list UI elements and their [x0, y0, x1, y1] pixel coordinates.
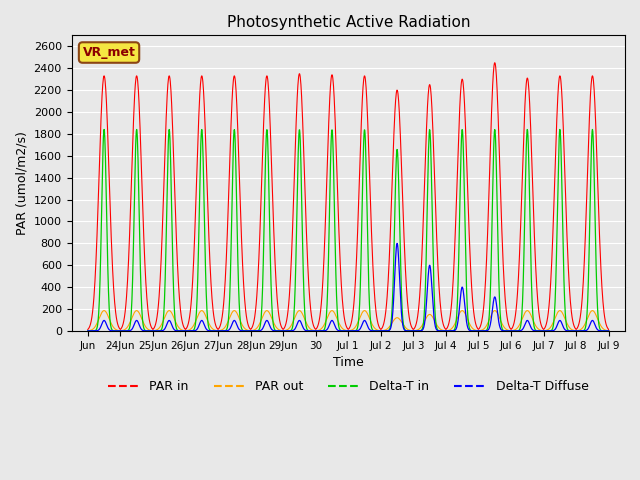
Title: Photosynthetic Active Radiation: Photosynthetic Active Radiation [227, 15, 470, 30]
X-axis label: Time: Time [333, 356, 364, 369]
Y-axis label: PAR (umol/m2/s): PAR (umol/m2/s) [15, 131, 28, 235]
Text: VR_met: VR_met [83, 46, 136, 59]
Legend: PAR in, PAR out, Delta-T in, Delta-T Diffuse: PAR in, PAR out, Delta-T in, Delta-T Dif… [103, 375, 593, 398]
